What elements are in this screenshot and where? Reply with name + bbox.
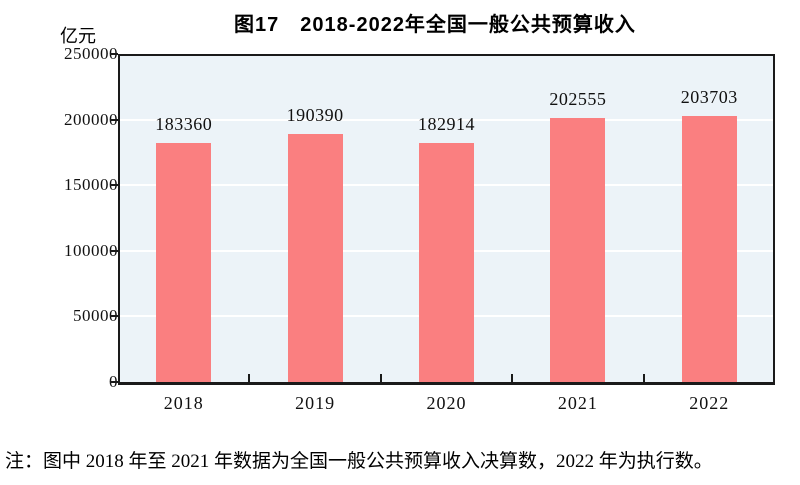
bar-2020: [419, 143, 474, 382]
plot-area: [118, 54, 775, 385]
y-tick-label: 150000: [64, 175, 118, 195]
bar-value-label: 183360: [155, 113, 213, 134]
gridline: [120, 118, 773, 121]
y-tick-label: 100000: [64, 240, 118, 260]
x-tick-label: 2020: [426, 393, 467, 413]
x-axis-tick: [248, 374, 251, 382]
x-tick-label: 2022: [689, 393, 730, 413]
bar-2018: [156, 142, 212, 382]
y-axis-tick: [110, 249, 118, 252]
bar-value-label: 202555: [549, 88, 607, 109]
x-tick-label: 2018: [163, 393, 204, 413]
y-axis-tick: [110, 315, 118, 318]
x-axis-tick: [642, 374, 645, 382]
y-axis-tick: [110, 118, 118, 121]
footnote: 注：图中 2018 年至 2021 年数据为全国一般公共预算收入决算数，2022…: [5, 451, 713, 472]
chart-title: 图17 2018-2022年全国一般公共预算收入: [234, 14, 636, 36]
bar-value-label: 182914: [418, 114, 475, 135]
y-axis-unit-label: 亿元: [60, 26, 96, 46]
x-tick-label: 2021: [557, 393, 598, 413]
y-tick-label: 50000: [73, 306, 118, 326]
y-tick-label: 0: [38, 372, 118, 392]
bar-value-label: 203703: [680, 87, 738, 108]
x-tick-label: 2019: [295, 393, 336, 413]
y-axis-tick: [110, 53, 118, 55]
x-axis-tick: [511, 374, 514, 382]
bar-value-label: 190390: [286, 104, 344, 125]
bar-2022: [681, 116, 737, 382]
bar-2019: [287, 133, 343, 382]
y-tick-label: 250000: [64, 44, 118, 63]
y-tick-label: 200000: [64, 109, 118, 129]
bar-2021: [550, 117, 606, 382]
y-axis-tick: [110, 184, 118, 187]
x-axis-tick: [379, 374, 382, 382]
y-axis-tick: [110, 381, 118, 383]
